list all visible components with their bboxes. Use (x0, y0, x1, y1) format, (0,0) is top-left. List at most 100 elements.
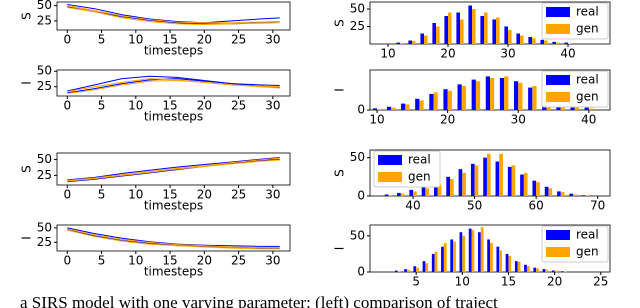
bar (431, 253, 435, 272)
trajectory (67, 228, 280, 249)
x-tick-label: 15 (162, 188, 177, 202)
trajectory (67, 227, 280, 247)
y-tick-label: 25 (37, 13, 52, 27)
y-axis-label: I (20, 81, 34, 85)
bar (533, 267, 537, 272)
x-tick-label: 5 (98, 99, 106, 113)
bar (487, 239, 490, 272)
trajectory (67, 158, 280, 183)
x-tick-label: 40 (560, 47, 575, 61)
x-tick-label: 25 (231, 254, 246, 268)
bar (470, 163, 475, 196)
bar (425, 188, 430, 196)
y-tick-label: 50 (350, 150, 365, 164)
x-tick-label: 30 (500, 47, 515, 61)
legend-swatch (378, 155, 402, 165)
bar (499, 78, 505, 110)
bar (461, 86, 466, 110)
bar (415, 98, 420, 110)
bar (570, 105, 575, 110)
bar (441, 246, 444, 272)
bar (437, 184, 442, 196)
bar (432, 23, 436, 44)
bar (504, 76, 509, 110)
x-tick-label: 20 (440, 47, 455, 61)
bar (573, 194, 577, 196)
bar (406, 269, 410, 272)
legend-swatch (546, 230, 570, 240)
bar (416, 267, 419, 272)
bar (545, 269, 549, 272)
bar (560, 192, 565, 196)
bar (507, 166, 512, 196)
bar (408, 40, 412, 44)
legend-swatch (546, 7, 570, 17)
bar (394, 270, 398, 272)
trajectory (67, 157, 280, 182)
plot-frame (56, 152, 291, 186)
x-tick-label: 25 (231, 99, 246, 113)
bar (462, 235, 466, 272)
plot-frame (56, 1, 291, 31)
plot-frame (56, 224, 291, 252)
bar (412, 41, 416, 44)
bar (495, 161, 500, 196)
x-tick-label: 0 (63, 254, 71, 268)
bar (429, 94, 434, 110)
bar (485, 76, 490, 110)
x-tick-label: 30 (265, 254, 280, 268)
x-tick-label: 15 (162, 254, 177, 268)
bar (397, 271, 401, 272)
bar (496, 246, 500, 272)
trajectory (67, 156, 280, 181)
bar (486, 153, 491, 196)
x-tick-label: 10 (369, 113, 384, 127)
bar (413, 266, 417, 272)
trajectory (67, 80, 280, 95)
y-axis-label: I (20, 236, 34, 240)
trajectory (67, 75, 280, 92)
bar (400, 193, 405, 196)
x-tick-label: 30 (265, 99, 280, 113)
x-axis-label: timesteps (144, 110, 203, 124)
x-tick-label: 0 (63, 188, 71, 202)
x-tick-label: 30 (511, 113, 526, 127)
bar (422, 261, 426, 272)
bar (413, 191, 417, 196)
x-tick-label: 70 (590, 199, 605, 213)
bar (436, 26, 440, 44)
x-tick-label: 10 (128, 254, 143, 268)
bar (468, 5, 472, 44)
bar (471, 79, 476, 110)
bar (483, 157, 487, 196)
legend-swatch (546, 92, 570, 102)
bar (490, 78, 495, 110)
x-tick-label: 20 (547, 275, 562, 289)
bar (443, 243, 447, 272)
y-tick-label: 50 (350, 2, 365, 16)
legend-label: real (576, 228, 599, 242)
plot-frame (56, 69, 291, 97)
bar (433, 92, 438, 110)
x-axis-label: timesteps (144, 265, 203, 279)
bar (372, 108, 378, 110)
x-tick-label: 0 (63, 99, 71, 113)
bar (424, 35, 428, 44)
x-tick-label: 25 (231, 188, 246, 202)
bar (409, 189, 414, 196)
trajectory (67, 3, 280, 24)
legend-label: gen (576, 90, 599, 104)
bar (504, 26, 508, 44)
bar (457, 84, 462, 110)
x-tick-label: 5 (98, 254, 106, 268)
legend-label: real (576, 73, 599, 87)
bar (516, 33, 520, 44)
bar (475, 81, 481, 110)
bar (388, 195, 393, 196)
bar (518, 82, 523, 110)
